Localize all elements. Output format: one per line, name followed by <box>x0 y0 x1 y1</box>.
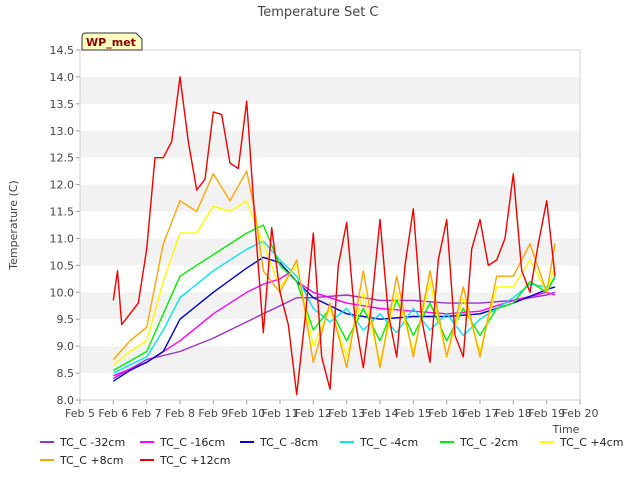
x-tick-label: Feb 16 <box>428 407 465 420</box>
series-line-tc-c-8cm-2 <box>112 256 556 382</box>
series-line-tc-c-2cm-4 <box>112 224 556 372</box>
y-tick-label: 10.5 <box>50 259 75 272</box>
legend-label: TC_C -16cm <box>159 436 225 449</box>
y-axis-ticks: 8.0 8.5 9.0 9.5 10.0 10.5 11.0 11.5 12.0 12.5 13.0… <box>50 44 80 407</box>
series-lines <box>112 76 556 396</box>
x-tick-label: Feb 11 <box>262 407 299 420</box>
y-tick-label: 11.0 <box>50 232 75 245</box>
y-tick-label: 11.5 <box>50 206 75 219</box>
y-tick-label: 8.0 <box>57 394 75 407</box>
y-tick-label: 13.5 <box>50 98 75 111</box>
grid-band <box>80 184 580 212</box>
series-line-tc-c-8cm-6 <box>112 170 556 369</box>
y-tick-label: 12.0 <box>50 179 75 192</box>
y-tick-label: 10.0 <box>50 286 75 299</box>
y-tick-label: 8.5 <box>57 367 75 380</box>
y-tick-label: 9.0 <box>57 340 75 353</box>
legend-label: TC_C -4cm <box>359 436 418 449</box>
y-tick-label: 14.0 <box>50 71 75 84</box>
x-tick-label: Feb 15 <box>395 407 432 420</box>
legend: TC_C -32cm TC_C -16cm TC_C -8cm TC_C -4cm TC… <box>40 436 623 467</box>
grid-band <box>80 346 580 374</box>
x-tick-label: Feb 7 <box>132 407 162 420</box>
grid-band <box>80 238 580 266</box>
x-tick-label: Feb 20 <box>562 407 599 420</box>
grid-bands <box>80 50 580 400</box>
x-tick-label: Feb 18 <box>495 407 532 420</box>
y-axis-title: Temperature (C) <box>7 180 20 270</box>
station-badge-label: WP_met <box>86 36 136 49</box>
x-tick-label: Feb 17 <box>462 407 499 420</box>
grid-band <box>80 130 580 158</box>
legend-label: TC_C +12cm <box>159 454 230 467</box>
x-tick-label: Feb 5 <box>65 407 95 420</box>
x-tick-label: Feb 13 <box>328 407 365 420</box>
station-badge: WP_met <box>81 32 143 51</box>
x-axis-title: Time <box>552 423 580 436</box>
x-tick-label: Feb 19 <box>528 407 565 420</box>
y-tick-label: 13.0 <box>50 125 75 138</box>
x-tick-label: Feb 9 <box>198 407 228 420</box>
plot-frame <box>79 49 581 401</box>
plot-background <box>80 50 580 400</box>
x-tick-label: Feb 8 <box>165 407 195 420</box>
x-tick-label: Feb 10 <box>228 407 265 420</box>
series-line-tc-c-12cm-7 <box>112 76 556 396</box>
series-line-tc-c-16cm-1 <box>113 272 556 377</box>
y-tick-label: 12.5 <box>50 152 75 165</box>
legend-label: TC_C +8cm <box>59 454 123 467</box>
x-tick-label: Feb 14 <box>362 407 399 420</box>
grid-band <box>80 76 580 104</box>
legend-label: TC_C -8cm <box>259 436 318 449</box>
legend-label: TC_C -2cm <box>459 436 518 449</box>
legend-label: TC_C -32cm <box>59 436 125 449</box>
y-tick-label: 9.5 <box>57 313 75 326</box>
y-tick-label: 14.5 <box>50 44 75 57</box>
x-tick-label: Feb 6 <box>98 407 128 420</box>
legend-label: TC_C +4cm <box>559 436 623 449</box>
chart-title: Temperature Set C <box>256 5 378 20</box>
x-tick-label: Feb 12 <box>295 407 332 420</box>
